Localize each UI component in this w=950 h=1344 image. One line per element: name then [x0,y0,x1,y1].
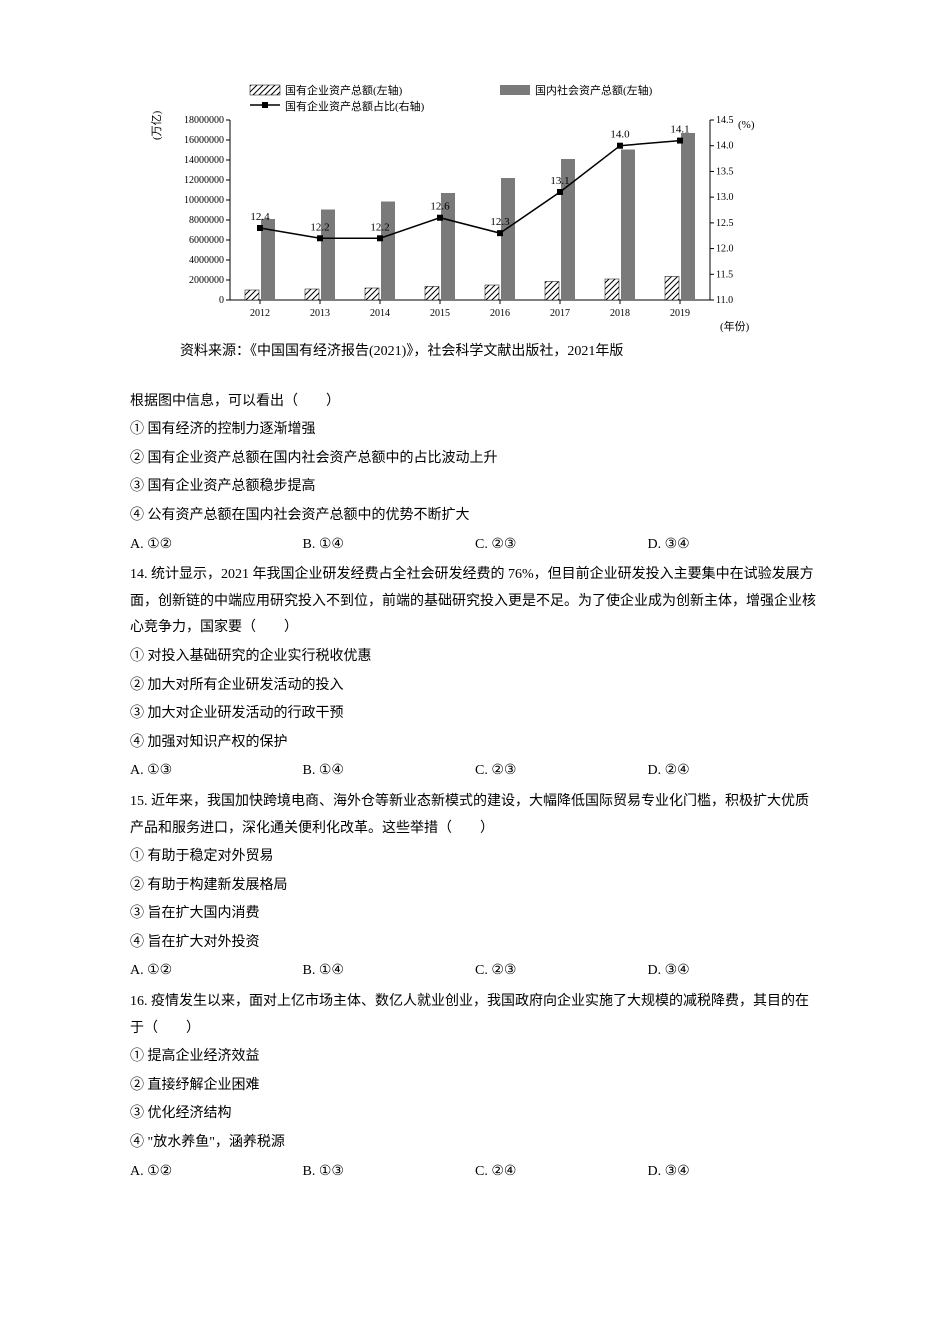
q16-stmt4: ④ "放水养鱼"，涵养税源 [130,1130,820,1157]
svg-text:16000000: 16000000 [184,135,224,146]
question-13: 根据图中信息，可以看出（ ） ① 国有经济的控制力逐渐增强 ② 国有企业资产总额… [130,389,820,559]
q15-stmt2: ② 有助于构建新发展格局 [130,873,820,900]
svg-text:2012: 2012 [250,308,270,319]
q16-optB: B. ①③ [303,1159,476,1186]
x-label: (年份) [720,319,750,333]
q15-optC: C. ②③ [475,958,648,985]
svg-text:12.6: 12.6 [430,201,450,213]
svg-text:2017: 2017 [550,308,570,319]
q14-optC: C. ②③ [475,758,648,785]
q14-optD: D. ②④ [648,758,821,785]
chart-bars [245,133,695,300]
chart-source: 资料来源：《中国国有经济报告(2021)》，社会科学文献出版社，2021年版 [180,343,623,359]
q16-optD: D. ③④ [648,1159,821,1186]
svg-text:13.0: 13.0 [716,192,734,203]
chart-svg: 国有企业资产总额(左轴) 国内社会资产总额(左轴) 国有企业资产总额占比(右轴)… [130,80,770,370]
q14-stmt2: ② 加大对所有企业研发活动的投入 [130,673,820,700]
svg-text:0: 0 [219,295,224,306]
svg-text:11.5: 11.5 [716,269,733,280]
q13-stmt1: ① 国有经济的控制力逐渐增强 [130,417,820,444]
svg-text:2019: 2019 [670,308,690,319]
q15-text: 15. 近年来，我国加快跨境电商、海外仓等新业态新模式的建设，大幅降低国际贸易专… [130,789,820,842]
svg-text:2014: 2014 [370,308,390,319]
question-14: 14. 统计显示，2021 年我国企业研发经费占全社会研发经费的 76%，但目前… [130,562,820,785]
question-15: 15. 近年来，我国加快跨境电商、海外仓等新业态新模式的建设，大幅降低国际贸易专… [130,789,820,985]
q13-optB: B. ①④ [303,532,476,559]
svg-text:12.4: 12.4 [250,211,270,223]
q13-prompt: 根据图中信息，可以看出（ ） [130,389,820,416]
svg-text:11.0: 11.0 [716,295,733,306]
svg-text:14000000: 14000000 [184,155,224,166]
svg-text:12.3: 12.3 [490,216,510,228]
legend1: 国有企业资产总额(左轴) [285,83,403,97]
legend: 国有企业资产总额(左轴) 国内社会资产总额(左轴) 国有企业资产总额占比(右轴) [250,83,653,113]
q13-optC: C. ②③ [475,532,648,559]
q16-stmt3: ③ 优化经济结构 [130,1101,820,1128]
q15-stmt3: ③ 旨在扩大国内消费 [130,901,820,928]
y-right-label: (%) [738,119,755,131]
q13-stmt2: ② 国有企业资产总额在国内社会资产总额中的占比波动上升 [130,446,820,473]
q15-stmt1: ① 有助于稳定对外贸易 [130,844,820,871]
q15-stmt4: ④ 旨在扩大对外投资 [130,930,820,957]
q15-optA: A. ①② [130,958,303,985]
q16-stmt2: ② 直接纾解企业困难 [130,1073,820,1100]
legend3: 国有企业资产总额占比(右轴) [285,99,425,113]
svg-text:2013: 2013 [310,308,330,319]
q14-optA: A. ①③ [130,758,303,785]
q13-stmt4: ④ 公有资产总额在国内社会资产总额中的优势不断扩大 [130,503,820,530]
svg-text:12.5: 12.5 [716,218,734,229]
q16-optC: C. ②④ [475,1159,648,1186]
svg-text:12.2: 12.2 [370,221,389,233]
q14-stmt1: ① 对投入基础研究的企业实行税收优惠 [130,644,820,671]
q14-optB: B. ①④ [303,758,476,785]
svg-text:18000000: 18000000 [184,115,224,126]
svg-text:6000000: 6000000 [189,235,224,246]
q14-text: 14. 统计显示，2021 年我国企业研发经费占全社会研发经费的 76%，但目前… [130,562,820,642]
svg-text:12000000: 12000000 [184,175,224,186]
svg-text:14.0: 14.0 [610,129,630,141]
svg-text:12.0: 12.0 [716,244,734,255]
svg-text:13.5: 13.5 [716,166,734,177]
q16-optA: A. ①② [130,1159,303,1186]
q16-stmt1: ① 提高企业经济效益 [130,1044,820,1071]
q13-optD: D. ③④ [648,532,821,559]
question-16: 16. 疫情发生以来，面对上亿市场主体、数亿人就业创业，我国政府向企业实施了大规… [130,989,820,1185]
q13-stmt3: ③ 国有企业资产总额稳步提高 [130,474,820,501]
svg-text:14.1: 14.1 [670,124,689,136]
y-left-label: (万亿) [150,110,163,140]
svg-text:2016: 2016 [490,308,510,319]
legend2: 国内社会资产总额(左轴) [535,83,653,97]
svg-text:8000000: 8000000 [189,215,224,226]
svg-text:4000000: 4000000 [189,255,224,266]
svg-text:13.1: 13.1 [550,175,569,187]
q14-stmt3: ③ 加大对企业研发活动的行政干预 [130,701,820,728]
svg-text:10000000: 10000000 [184,195,224,206]
svg-text:12.2: 12.2 [310,221,329,233]
q15-optB: B. ①④ [303,958,476,985]
svg-text:14.5: 14.5 [716,115,734,126]
svg-text:2000000: 2000000 [189,275,224,286]
q15-optD: D. ③④ [648,958,821,985]
q14-stmt4: ④ 加强对知识产权的保护 [130,730,820,757]
svg-text:14.0: 14.0 [716,141,734,152]
chart-container: 国有企业资产总额(左轴) 国内社会资产总额(左轴) 国有企业资产总额占比(右轴)… [130,80,820,381]
q13-optA: A. ①② [130,532,303,559]
q16-text: 16. 疫情发生以来，面对上亿市场主体、数亿人就业创业，我国政府向企业实施了大规… [130,989,820,1042]
svg-text:2018: 2018 [610,308,630,319]
svg-text:2015: 2015 [430,308,450,319]
